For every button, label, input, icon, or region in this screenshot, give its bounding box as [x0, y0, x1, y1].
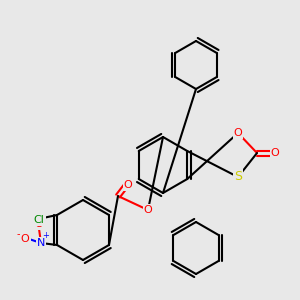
Text: O: O [34, 219, 43, 229]
Text: O: O [124, 180, 132, 190]
Text: O: O [21, 234, 29, 244]
Text: -: - [16, 229, 20, 239]
Text: O: O [271, 148, 279, 158]
Text: O: O [144, 205, 152, 215]
Text: O: O [234, 128, 242, 138]
Text: Cl: Cl [34, 215, 44, 225]
Text: +: + [43, 232, 50, 241]
Text: S: S [234, 170, 242, 184]
Text: N: N [37, 238, 45, 248]
